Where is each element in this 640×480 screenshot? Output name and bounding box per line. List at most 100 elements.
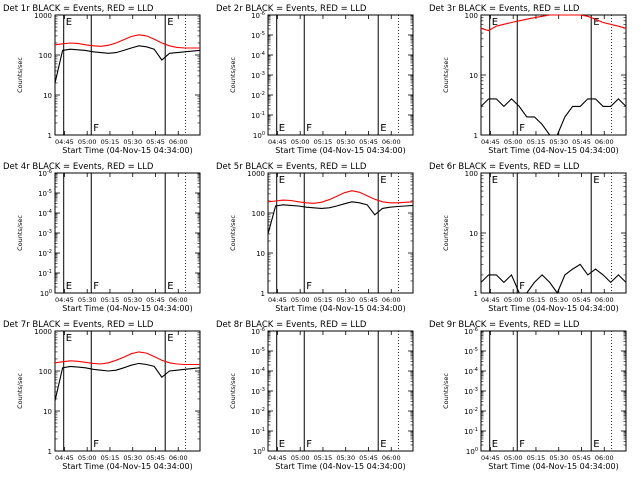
y-tick-label: 100 [465, 12, 478, 20]
panel-det-9: Det 9r BLACK = Events, RED = LLD Counts/s… [429, 320, 627, 471]
y-tick-label: 10-3 [38, 229, 52, 238]
x-tick-label: 04:45 [55, 138, 74, 146]
marker-label: E [380, 439, 386, 450]
y-tick-label: 10-6 [251, 11, 265, 20]
x-tick-label: 05:00 [291, 138, 310, 146]
panel-det-3: Det 3r BLACK = Events, RED = LLD Counts/s… [429, 4, 627, 155]
y-tick-label: 100 [39, 368, 52, 376]
x-tick-label: 05:15 [527, 454, 546, 462]
panel-title: Det 6r BLACK = Events, RED = LLD [429, 162, 580, 172]
x-tick-label: 05:30 [78, 296, 97, 304]
x-tick-label: 05:30 [123, 138, 142, 146]
series-line-lld [267, 190, 414, 204]
y-tick-label: 10-1 [251, 427, 265, 436]
x-tick-label: 05:00 [504, 296, 523, 304]
x-tick-label: 05:15 [527, 138, 546, 146]
panel-title: Det 9r BLACK = Events, RED = LLD [429, 320, 580, 330]
x-tick-label: 04:45 [268, 454, 287, 462]
y-axis-label: Counts/sec [229, 215, 237, 251]
x-tick-label: 05:15 [314, 296, 333, 304]
series-line-lld [54, 34, 200, 49]
y-axis-label: Counts/sec [16, 373, 24, 409]
x-tick-label: 05:45 [146, 296, 165, 304]
x-tick-label: 05:45 [359, 454, 378, 462]
plot-frame [480, 330, 627, 452]
marker-label: E [167, 17, 173, 28]
marker-label: E [593, 175, 599, 186]
marker-label: E [279, 439, 285, 450]
y-tick-label: 10-6 [464, 327, 478, 336]
plot-frame [267, 330, 414, 452]
marker-label: F [93, 439, 99, 450]
x-tick-label: 05:00 [78, 454, 97, 462]
panel-det-1: Det 1r BLACK = Events, RED = LLD Counts/s… [3, 4, 201, 155]
y-tick-label: 1 [474, 290, 478, 298]
x-tick-label: 05:15 [314, 138, 333, 146]
marker-label: E [66, 17, 72, 28]
y-tick-label: 10-2 [38, 249, 52, 258]
series-line-events [480, 98, 627, 136]
y-tick-label: 10-6 [251, 327, 265, 336]
x-tick-label: 06:00 [595, 138, 614, 146]
panel-det-7: Det 7r BLACK = Events, RED = LLD Counts/s… [3, 320, 201, 471]
x-tick-label: 06:00 [169, 454, 188, 462]
y-tick-label: 10-5 [251, 347, 265, 356]
panel-title: Det 5r BLACK = Events, RED = LLD [216, 162, 367, 172]
x-axis-label: Start Time (04-Nov-15 04:34:00) [275, 146, 405, 155]
series-line-events [54, 45, 201, 84]
panel-title: Det 8r BLACK = Events, RED = LLD [216, 320, 367, 330]
plot-frame [54, 330, 201, 452]
x-tick-label: 04:45 [268, 138, 287, 146]
x-tick-label: 05:15 [101, 296, 120, 304]
y-tick-label: 10-5 [464, 347, 478, 356]
x-tick-label: 06:00 [595, 454, 614, 462]
x-tick-label: 05:15 [527, 296, 546, 304]
x-tick-label: 04:45 [55, 296, 74, 304]
x-tick-label: 05:15 [314, 454, 333, 462]
x-tick-label: 05:30 [123, 296, 142, 304]
x-axis-label: Start Time (04-Nov-15 04:34:00) [275, 462, 405, 471]
x-tick-label: 06:00 [169, 296, 188, 304]
series-line-lld [480, 14, 627, 32]
panel-title: Det 4r BLACK = Events, RED = LLD [3, 162, 154, 172]
marker-label: E [167, 281, 173, 292]
y-tick-label: 10-3 [464, 387, 478, 396]
x-axis-label: Start Time (04-Nov-15 04:34:00) [488, 146, 618, 155]
y-axis-label: Counts/sec [16, 57, 24, 93]
y-tick-label: 1000 [34, 12, 52, 20]
plot-frame [267, 14, 414, 136]
y-tick-label: 10-3 [251, 387, 265, 396]
x-axis-label: Start Time (04-Nov-15 04:34:00) [62, 462, 192, 471]
x-tick-label: 05:00 [291, 454, 310, 462]
marker-label: F [306, 439, 312, 450]
x-tick-label: 06:00 [595, 296, 614, 304]
panel-title: Det 2r BLACK = Events, RED = LLD [216, 4, 367, 14]
marker-label: E [66, 281, 72, 292]
x-tick-label: 05:30 [549, 296, 568, 304]
x-tick-label: 05:00 [504, 454, 523, 462]
y-tick-label: 100 [40, 289, 52, 298]
y-tick-label: 10 [469, 72, 478, 80]
x-tick-label: 05:15 [101, 454, 120, 462]
marker-label: E [380, 123, 386, 134]
panel-det-4: Det 4r BLACK = Events, RED = LLD Counts/s… [3, 162, 201, 313]
y-tick-label: 10 [469, 230, 478, 238]
panel-det-2: Det 2r BLACK = Events, RED = LLD Counts/s… [216, 4, 414, 155]
x-axis-label: Start Time (04-Nov-15 04:34:00) [488, 304, 618, 313]
x-tick-label: 05:30 [336, 138, 355, 146]
marker-label: F [93, 281, 99, 292]
marker-label: E [380, 175, 386, 186]
x-tick-label: 05:30 [549, 138, 568, 146]
x-tick-label: 05:15 [101, 138, 120, 146]
y-tick-label: 1000 [34, 328, 52, 336]
x-tick-label: 05:00 [504, 138, 523, 146]
x-tick-label: 06:00 [382, 296, 401, 304]
x-tick-label: 05:30 [336, 454, 355, 462]
marker-label: F [93, 123, 99, 134]
plot-frame [480, 172, 627, 294]
x-tick-label: 05:45 [146, 138, 165, 146]
y-tick-label: 100 [39, 52, 52, 60]
y-tick-label: 100 [253, 447, 265, 456]
y-tick-label: 10 [43, 408, 52, 416]
